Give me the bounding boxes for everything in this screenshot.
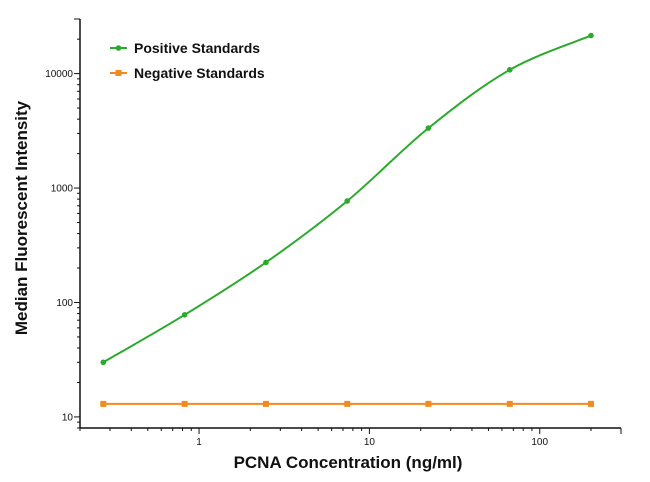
- negative-data-point: [506, 400, 513, 407]
- positive-data-point: [100, 359, 107, 366]
- y-axis-title: Median Fluorescent Intensity: [12, 100, 31, 335]
- legend-negative-marker: [115, 70, 122, 76]
- legend-positive-marker: [115, 45, 122, 51]
- negative-data-point: [425, 400, 432, 407]
- x-tick-label: 100: [531, 437, 548, 448]
- y-tick-label: 10: [62, 412, 74, 423]
- y-tick-label: 10000: [45, 69, 73, 80]
- positive-data-point: [181, 312, 188, 318]
- positive-data-point: [425, 125, 432, 131]
- negative-data-point: [344, 400, 351, 407]
- legend: Positive Standards Negative Standards: [110, 40, 265, 81]
- legend-negative-label: Negative Standards: [134, 65, 265, 81]
- x-tick-label: 10: [364, 437, 376, 448]
- positive-data-point: [344, 198, 351, 204]
- x-tick-label: 1: [196, 437, 202, 448]
- axes: 1 10 100 10 100 1000 10000: [45, 18, 622, 448]
- positive-data-point: [506, 66, 513, 73]
- y-tick-label: 1000: [51, 184, 74, 195]
- negative-data-point: [262, 400, 269, 407]
- plot-area: [100, 32, 595, 407]
- positive-data-point: [588, 32, 594, 39]
- negative-data-point: [588, 400, 595, 407]
- negative-data-point: [181, 400, 188, 407]
- y-tick-label: 100: [56, 298, 73, 309]
- x-axis-title: PCNA Concentration (ng/ml): [234, 453, 463, 472]
- legend-positive-label: Positive Standards: [134, 40, 260, 56]
- negative-data-point: [100, 400, 107, 407]
- positive-data-point: [263, 259, 269, 266]
